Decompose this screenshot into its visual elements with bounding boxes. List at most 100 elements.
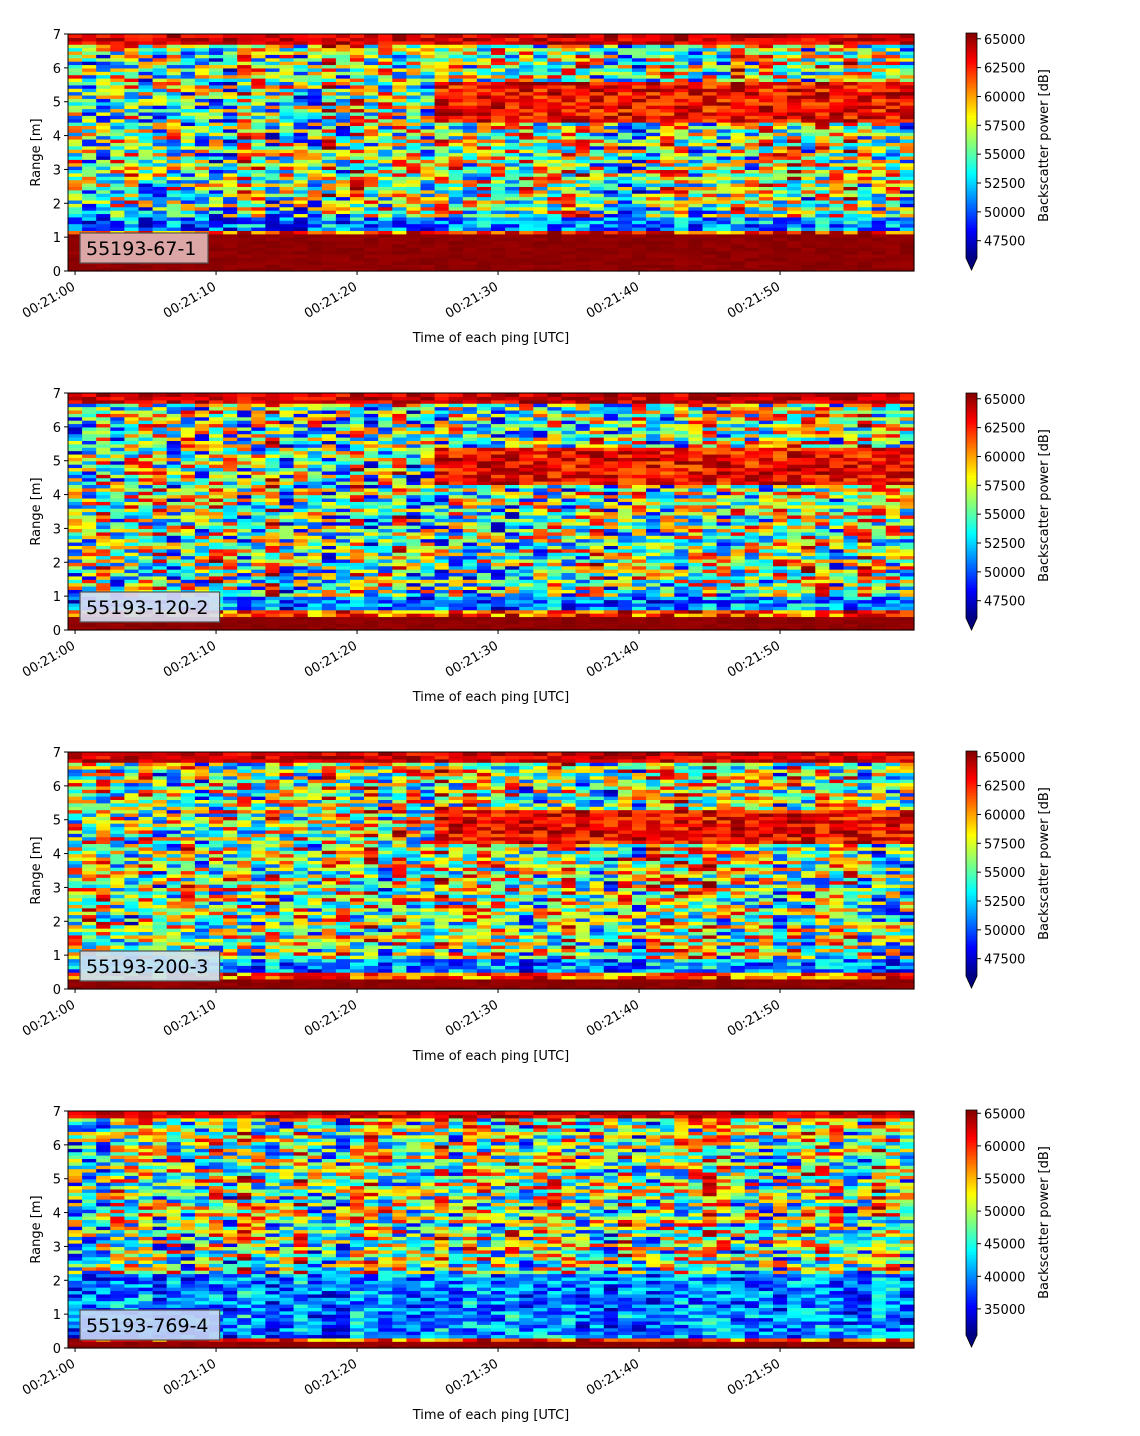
colorbar-segment (966, 248, 977, 252)
x-tick-label: 00:21:30 (443, 279, 501, 321)
colorbar-segment (966, 218, 977, 222)
colorbar-label: Backscatter power [dB] (1037, 787, 1052, 940)
colorbar-segment (966, 1297, 977, 1301)
colorbar-segment (966, 1200, 977, 1204)
colorbar-tick-label: 65000 (984, 33, 1025, 48)
colorbar-segment (966, 35, 977, 39)
colorbar-segment (966, 791, 977, 795)
x-axis-label: Time of each ping [UTC] (412, 1049, 570, 1064)
colorbar-segment (966, 958, 977, 962)
colorbar-segment (966, 418, 977, 422)
colorbar-segment (966, 90, 977, 94)
colorbar-segment (966, 788, 977, 792)
colorbar-segment (966, 908, 977, 912)
colorbar-segment (966, 1312, 977, 1316)
colorbar-segment (966, 543, 977, 547)
colorbar-segment (966, 150, 977, 154)
colorbar-segment (966, 590, 977, 594)
colorbar-segment (966, 1310, 977, 1314)
colorbar-segment (966, 1330, 977, 1334)
colorbar-segment (966, 1205, 977, 1209)
panel-label: 55193-67-1 (86, 238, 196, 260)
y-tick-label: 4 (53, 489, 61, 504)
colorbar-segment (966, 123, 977, 127)
colorbar-segment (966, 545, 977, 549)
colorbar-segment (966, 38, 977, 42)
colorbar-segment (966, 585, 977, 589)
colorbar-segment (966, 843, 977, 847)
colorbar-segment (966, 831, 977, 835)
colorbar-segment (966, 1237, 977, 1241)
colorbar-segment (966, 823, 977, 827)
panel-label-box (79, 1309, 221, 1341)
colorbar-segment (966, 483, 977, 487)
colorbar-segment (966, 253, 977, 257)
colorbar-segment (966, 796, 977, 800)
colorbar-segment (966, 468, 977, 472)
colorbar-segment (966, 125, 977, 129)
colorbar-segment (966, 1192, 977, 1196)
colorbar-tick-label: 50000 (984, 566, 1025, 581)
subplot-3: 0 1 2 3 4 5 6 7 00:21:00 00:21:10 00:21:20 00:21:30… (20, 746, 915, 1064)
colorbar-segment (966, 40, 977, 44)
colorbar-tick-label: 50000 (984, 206, 1025, 221)
colorbar-segment (966, 593, 977, 597)
colorbar-segment (966, 776, 977, 780)
colorbar-segment (966, 1220, 977, 1224)
colorbar-segment (966, 453, 977, 457)
colorbar-segment (966, 213, 977, 217)
colorbar-segment (966, 1255, 977, 1259)
colorbar-segment (966, 863, 977, 867)
colorbar-segment (966, 478, 977, 482)
colorbar-segment (966, 605, 977, 609)
y-tick-label: 1 (53, 590, 61, 605)
colorbar-segment (966, 498, 977, 502)
colorbar-segment (966, 555, 977, 559)
y-tick-label: 2 (53, 915, 61, 930)
colorbar-segment (966, 771, 977, 775)
colorbar-segment (966, 88, 977, 92)
colorbar-segment (966, 180, 977, 184)
colorbar-segment (966, 1227, 977, 1231)
colorbar-segment (966, 448, 977, 452)
colorbar-segment (966, 1185, 977, 1189)
colorbar-segment (966, 1202, 977, 1206)
y-axis-label: Range [m] (29, 836, 44, 904)
colorbar-segment (966, 1260, 977, 1264)
colorbar-segment (966, 758, 977, 762)
colorbar-segment (966, 1300, 977, 1304)
colorbar-segment (966, 68, 977, 72)
colorbar-segment (966, 868, 977, 872)
colorbar-segment (966, 110, 977, 114)
colorbar-segment (966, 510, 977, 514)
colorbar-segment (966, 405, 977, 409)
colorbar-segment (966, 133, 977, 137)
colorbar-segment (966, 1112, 977, 1116)
colorbar-segment (966, 398, 977, 402)
colorbar-segment (966, 103, 977, 107)
colorbar-segment (966, 931, 977, 935)
x-tick-label: 00:21:20 (302, 1356, 360, 1398)
colorbar-segment (966, 105, 977, 109)
colorbar-segment (966, 1285, 977, 1289)
colorbar-segment (966, 73, 977, 77)
colorbar-segment (966, 568, 977, 572)
colorbar-segment (966, 946, 977, 950)
x-tick-label: 00:21:30 (443, 997, 501, 1039)
x-tick-label: 00:21:10 (161, 638, 219, 680)
colorbar-segment (966, 1282, 977, 1286)
colorbar-segment (966, 798, 977, 802)
colorbar-segment (966, 858, 977, 862)
colorbar-segment (966, 756, 977, 760)
colorbar-segment (966, 158, 977, 162)
colorbar-segment (966, 560, 977, 564)
colorbar-segment (966, 168, 977, 172)
colorbar-segment (966, 1132, 977, 1136)
y-tick-label: 5 (53, 1173, 61, 1188)
colorbar-segment (966, 215, 977, 219)
colorbar-tick-label: 57500 (984, 479, 1025, 494)
colorbar-tick-label: 62500 (984, 422, 1025, 437)
colorbar-segment (966, 1250, 977, 1254)
colorbar-segment (966, 200, 977, 204)
colorbar-segment (966, 953, 977, 957)
